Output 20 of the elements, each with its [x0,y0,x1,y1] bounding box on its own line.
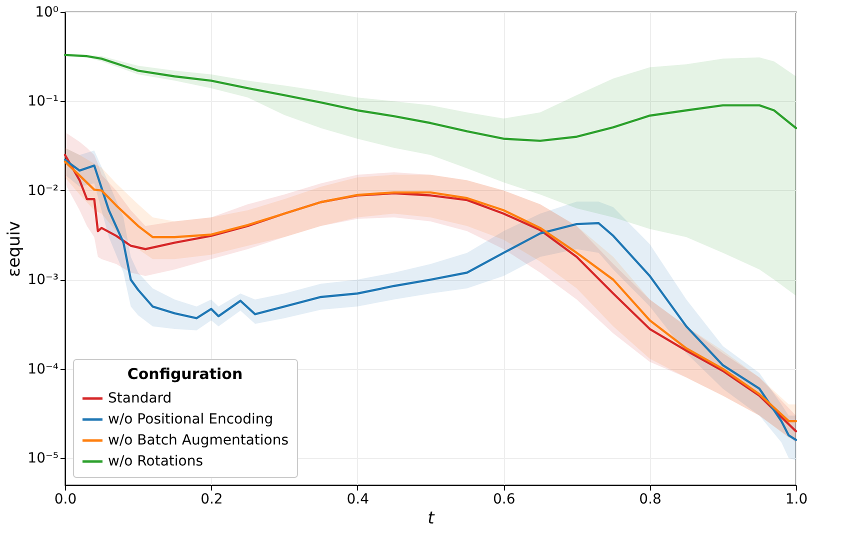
x-tick-label: 0.6 [492,492,516,508]
x-tick-label: 0.0 [54,492,77,508]
y-tick-label: 10⁻² [28,182,58,199]
y-tick-label: 10⁻³ [28,272,58,288]
line-series [64,54,798,142]
y-tick-label: 10⁻¹ [28,94,58,110]
x-tick-label: 0.8 [639,492,662,508]
y-axis-title: εequiv [4,221,25,277]
x-tick-label: 0.2 [200,492,223,508]
legend-label: w/o Positional Encoding [108,412,274,428]
y-tick-label: 10⁻⁴ [28,361,59,378]
y-tick-label: 10⁻⁵ [28,450,58,467]
x-axis-title: t [428,508,436,528]
x-tick-label: 0.4 [346,492,370,508]
legend-label: w/o Rotations [108,454,204,470]
legend-label: w/o Batch Augmentations [108,432,289,448]
legend-label: Standard [108,390,172,406]
y-tick-label: 10⁰ [35,4,59,20]
x-tick-label: 1.0 [785,492,808,508]
legend-title: Configuration [127,365,243,383]
